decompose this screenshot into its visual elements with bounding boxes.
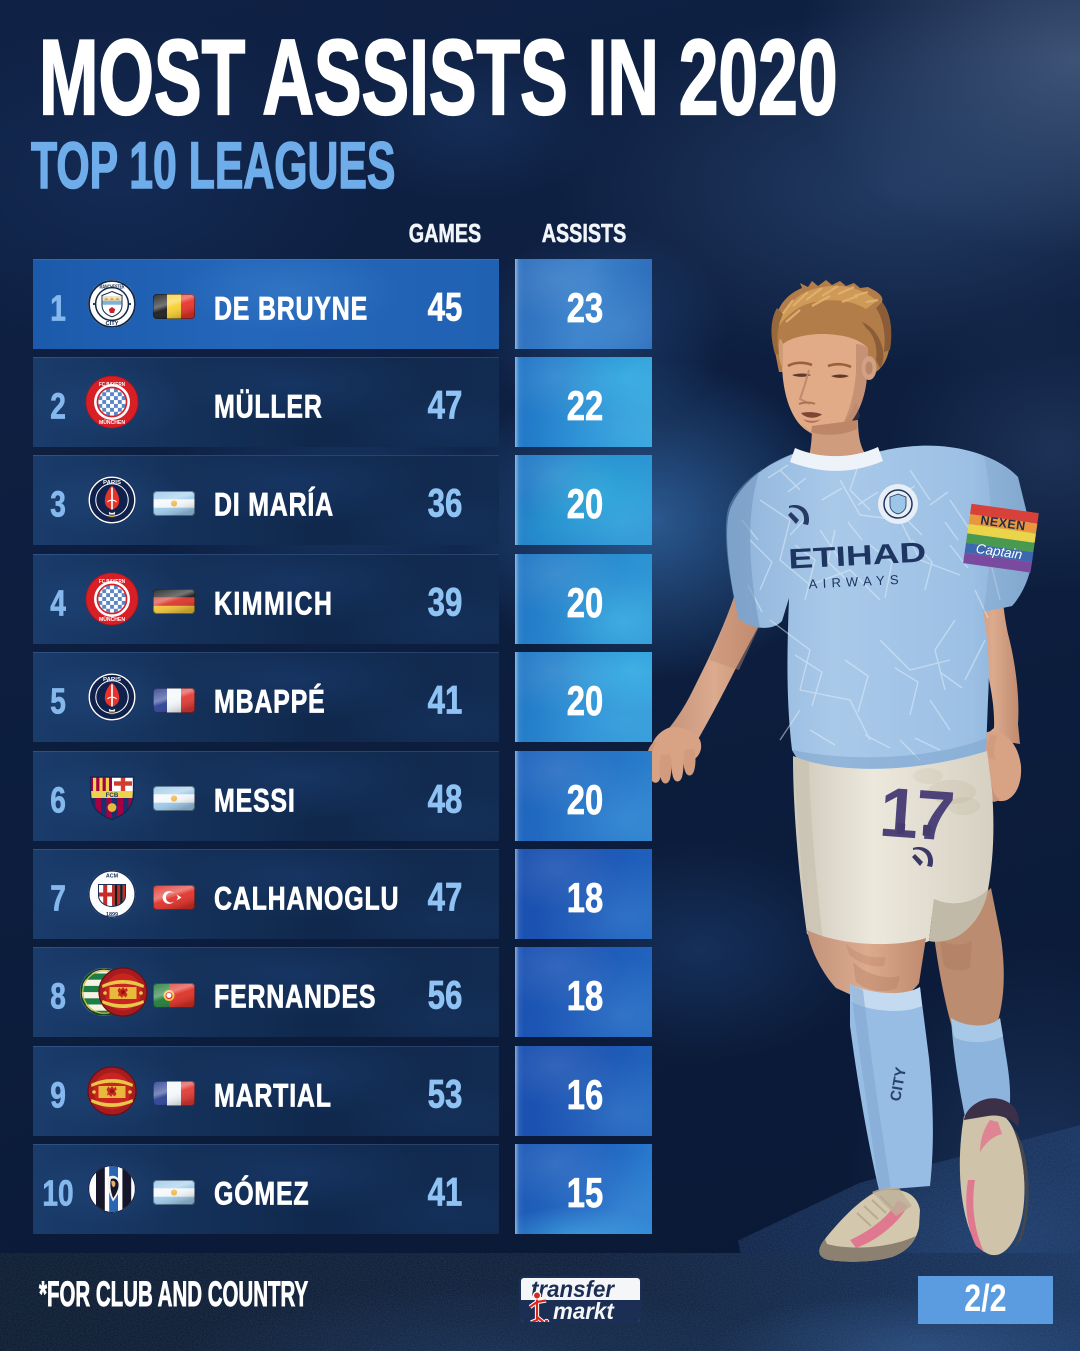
svg-text:CITY: CITY [887,1066,910,1103]
svg-text:17: 17 [877,773,954,856]
svg-text:MÜNCHEN: MÜNCHEN [99,616,125,623]
svg-text:AIRWAYS: AIRWAYS [808,572,899,592]
svg-text:PARIS: PARIS [103,677,121,683]
svg-text:ETIHAD: ETIHAD [788,536,927,574]
svg-text:ACM: ACM [106,873,119,879]
svg-text:Captain: Captain [975,541,1023,562]
svg-text:1899: 1899 [106,912,118,918]
svg-text:MÜNCHEN: MÜNCHEN [99,419,125,426]
svg-text:MANCHESTER: MANCHESTER [100,284,125,290]
svg-text:FCB: FCB [106,792,119,799]
svg-text:NEXEN: NEXEN [980,513,1027,533]
svg-text:CITY: CITY [106,321,120,327]
svg-text:PARIS: PARIS [103,480,121,486]
